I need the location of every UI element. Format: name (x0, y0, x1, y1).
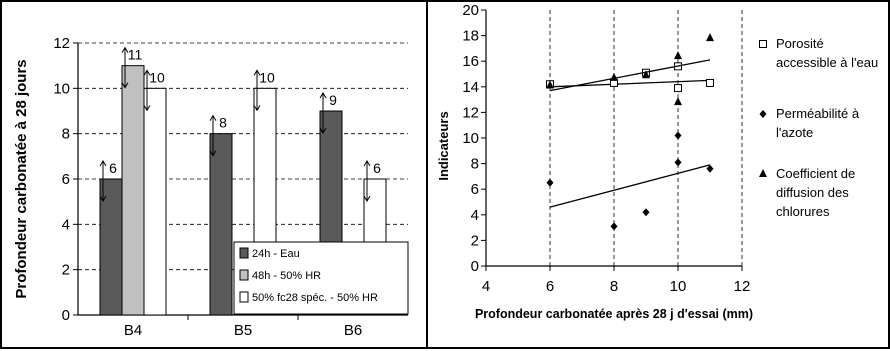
y-tick-label: 6 (62, 171, 70, 188)
x-tick-label: 8 (610, 278, 618, 295)
y-tick-label: 12 (53, 35, 70, 52)
legend-marker (759, 40, 767, 48)
x-axis-label: Profondeur carbonatée après 28 j d'essai… (475, 307, 753, 321)
bar (121, 65, 145, 316)
bar (209, 133, 233, 316)
y-tick-label: 4 (471, 207, 479, 224)
legend-label: Coefficient de (776, 166, 855, 181)
legend-swatch (239, 247, 249, 259)
legend-label: Porosité (776, 36, 824, 51)
y-tick-label: 4 (62, 216, 70, 233)
data-point (610, 72, 618, 81)
legend-marker (759, 169, 767, 177)
y-axis-label: Indicateurs (436, 111, 451, 180)
error-arrow (143, 69, 151, 112)
y-tick-label: 0 (471, 258, 479, 275)
error-arrow (319, 92, 327, 134)
x-tick-label: B5 (234, 322, 252, 339)
bar-chart-panel: 0 2 4 6 8 10 12 Profondeur carbonatée à 28 jour… (0, 0, 428, 349)
data-point (706, 78, 714, 87)
x-tick-label: 10 (670, 278, 687, 295)
data-point (706, 164, 714, 173)
trend-line (549, 164, 711, 208)
y-tick-label: 20 (462, 2, 479, 19)
legend-label: 50% fc28 spéc. - 50% HR (252, 292, 378, 304)
error-arrow (253, 69, 261, 112)
y-tick-label: 2 (62, 262, 70, 279)
data-label: 10 (149, 69, 165, 85)
data-point (674, 158, 682, 167)
y-tick-label: 12 (462, 104, 479, 121)
data-label: 11 (128, 47, 143, 63)
x-tick-label: 4 (482, 278, 490, 295)
x-tick-label: 12 (734, 278, 751, 295)
error-arrow (99, 160, 107, 202)
data-label: 8 (219, 115, 227, 131)
legend-label: accessible à l'eau (776, 55, 878, 70)
x-tick-label: B4 (124, 322, 142, 339)
data-point (546, 178, 554, 187)
y-tick-label: 0 (62, 307, 70, 324)
data-label: 6 (109, 160, 117, 176)
legend-swatch (239, 269, 249, 281)
x-tick-label: 6 (546, 278, 554, 295)
data-point (674, 51, 682, 60)
data-label: 10 (259, 69, 275, 85)
data-point (706, 33, 714, 42)
data-point (642, 208, 650, 217)
data-point (674, 97, 682, 106)
error-arrow (121, 46, 129, 89)
trend-line (549, 59, 711, 92)
data-label: 6 (373, 160, 381, 176)
y-tick-label: 2 (471, 232, 479, 249)
y-tick-label: 10 (462, 130, 479, 147)
data-label: 9 (329, 92, 337, 108)
legend-label: l'azote (776, 125, 813, 140)
legend-label: 24h - Eau (252, 248, 300, 260)
data-point (674, 84, 682, 93)
legend-label: Perméabilité à (776, 106, 860, 121)
error-arrow (363, 160, 371, 202)
data-point (546, 80, 554, 89)
legend-swatch (239, 291, 249, 303)
y-tick-label: 6 (471, 181, 479, 198)
y-tick-label: 18 (462, 28, 479, 45)
data-point (610, 222, 618, 231)
y-axis-label: Profondeur carbonatée à 28 jours (13, 59, 30, 298)
legend-label: chlorures (776, 204, 830, 219)
scatter-chart-panel: 4 6 8 10 12 0 2 4 6 8 10 12 14 16 18 20 Indicateurs Profo… (426, 0, 890, 349)
y-tick-label: 8 (62, 126, 70, 143)
y-tick-label: 8 (471, 156, 479, 173)
bar-chart: 0 2 4 6 8 10 12 Profondeur carbonatée à 28 jour… (13, 35, 409, 339)
scatter-chart: 4 6 8 10 12 0 2 4 6 8 10 12 14 16 18 20 Indicateurs Profo… (436, 2, 878, 321)
error-arrow (209, 114, 217, 157)
x-tick-label: B6 (344, 322, 362, 339)
data-point (642, 70, 650, 79)
y-tick-label: 16 (462, 53, 479, 70)
data-point (674, 131, 682, 140)
y-tick-label: 10 (53, 80, 70, 97)
legend-label: diffusion des (776, 185, 849, 200)
y-tick-label: 14 (462, 79, 479, 96)
bar (143, 87, 167, 316)
legend-box (233, 241, 409, 315)
legend-marker (759, 110, 767, 118)
legend-label: 48h - 50% HR (252, 270, 321, 282)
